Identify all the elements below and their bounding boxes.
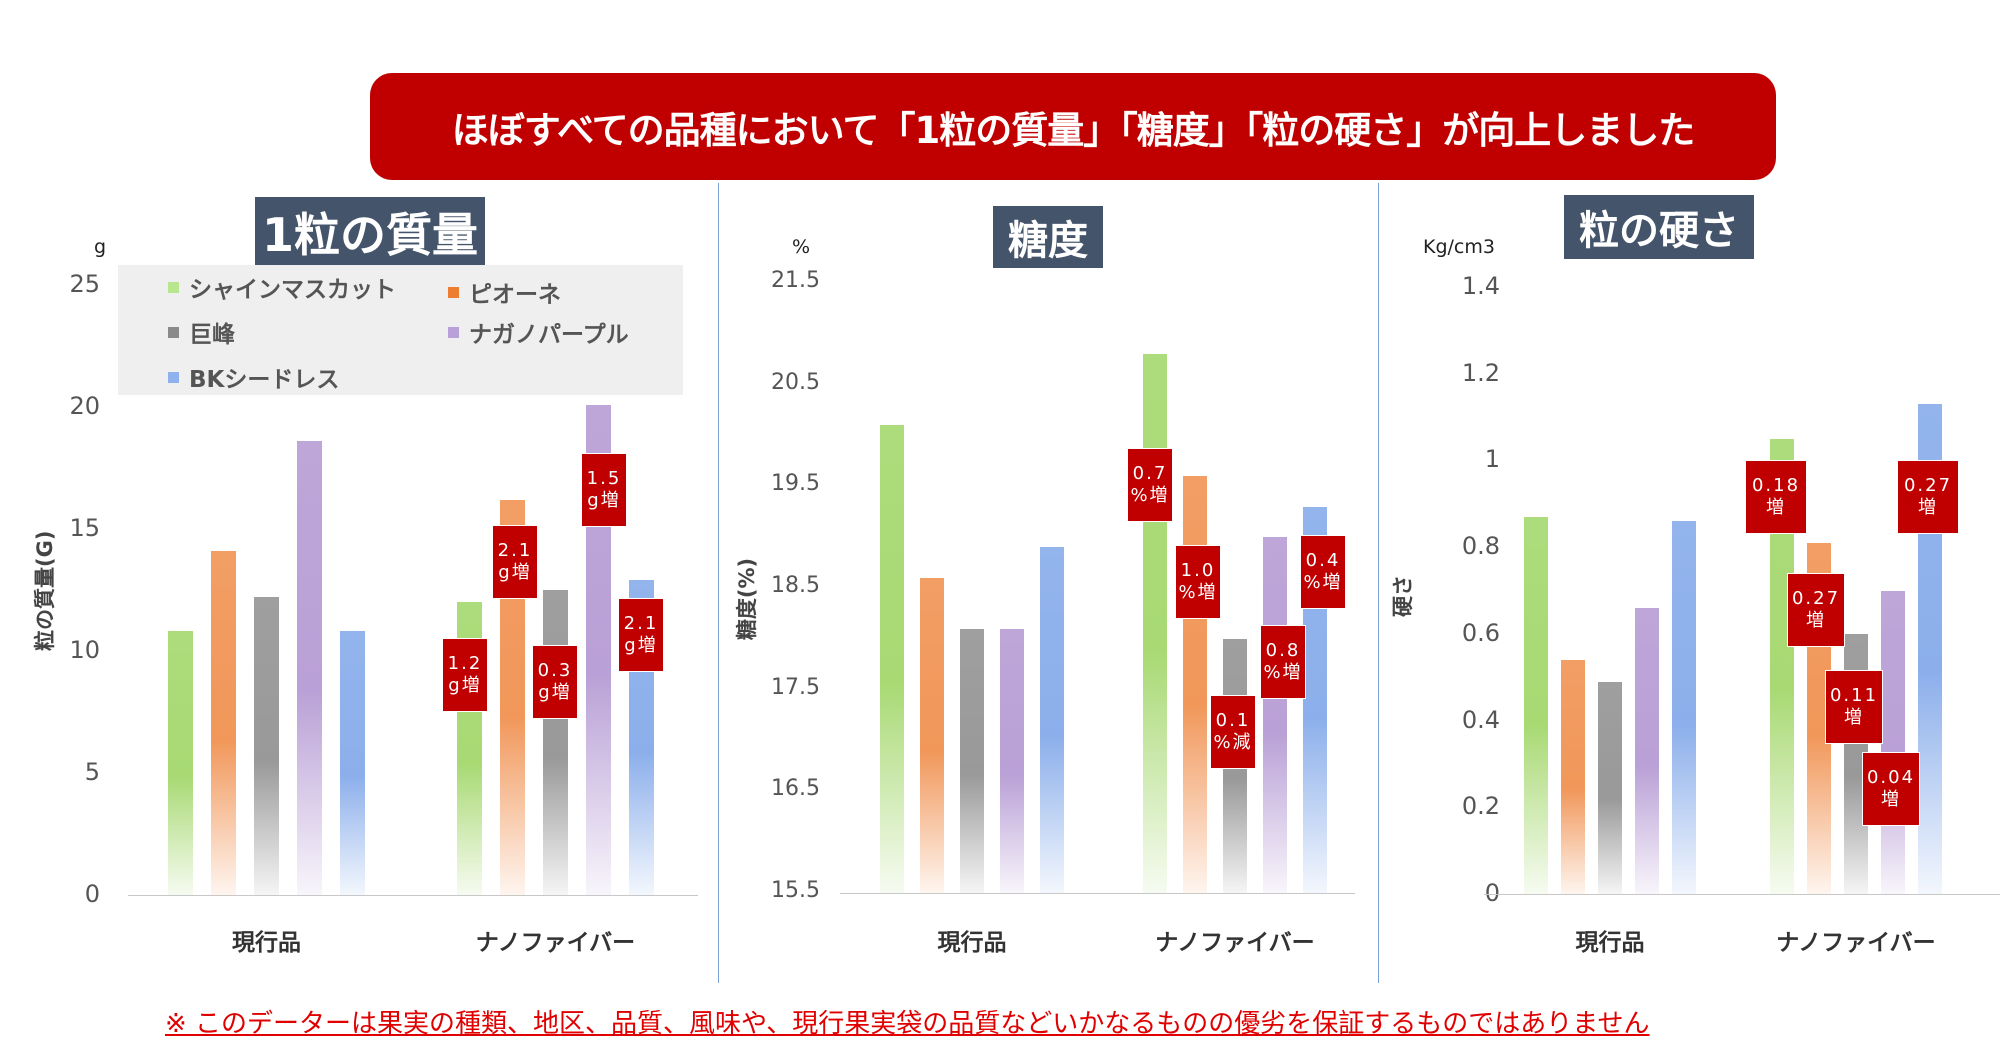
panel-divider-2	[1378, 183, 1379, 983]
chart-0-ytick: 10	[69, 636, 100, 664]
chart-1-bar-nagano	[1000, 628, 1024, 893]
legend-item-pione: ピオーネ	[448, 275, 561, 309]
legend-label-kyoho: 巨峰	[189, 322, 235, 348]
summary-banner: ほぼすべての品種において「1粒の質量」「糖度」「粒の硬さ」が向上しました	[370, 73, 1776, 180]
chart-0-change-callout: 1.5 g増	[581, 453, 627, 527]
legend-item-kyoho: 巨峰	[168, 315, 235, 349]
chart-1-unit: %	[792, 236, 811, 258]
panel-title-sugar: 糖度	[993, 206, 1103, 268]
chart-0-ytick: 0	[84, 880, 100, 908]
chart-2-bar-nagano	[1881, 590, 1905, 894]
legend-label-shine: シャインマスカット	[189, 277, 396, 303]
chart-2-ytick: 1.4	[1461, 272, 1500, 300]
chart-2-change-callout: 0.04 増	[1862, 752, 1920, 826]
chart-1-bar-shine	[880, 425, 904, 893]
chart-0-change-callout: 0.3 g増	[532, 645, 578, 719]
chart-0-change-callout: 1.2 g増	[442, 638, 488, 712]
chart-2-ytick: 0	[1484, 879, 1500, 907]
panel-title-mass: 1粒の質量	[255, 197, 485, 267]
chart-1-change-callout: 0.8 %増	[1260, 625, 1306, 699]
legend-swatch-bk	[168, 371, 179, 383]
legend: シャインマスカット ピオーネ 巨峰 ナガノパープル BKシードレス	[118, 265, 683, 395]
chart-1-bar-pione	[920, 577, 944, 893]
legend-swatch-nagano	[448, 326, 459, 338]
chart-0-unit: g	[94, 236, 107, 258]
chart-1-bar-nagano	[1263, 537, 1287, 893]
panel-title-hardness: 粒の硬さ	[1564, 195, 1754, 259]
legend-swatch-pione	[448, 286, 459, 298]
chart-0-ytick: 25	[69, 270, 100, 298]
chart-0-bar-bk	[340, 631, 365, 895]
legend-swatch-kyoho	[168, 326, 179, 338]
chart-2-bar-nagano	[1635, 607, 1659, 894]
chart-2-bar-bk	[1672, 521, 1696, 894]
legend-item-bk: BKシードレス	[168, 360, 339, 394]
chart-2-change-callout: 0.18 増	[1745, 460, 1807, 534]
chart-1-ytick: 19.5	[771, 471, 820, 497]
panel-divider-1	[718, 183, 719, 983]
legend-item-shine: シャインマスカット	[168, 270, 396, 304]
chart-0-bar-kyoho	[543, 590, 568, 895]
chart-1-bar-shine	[1143, 354, 1167, 893]
legend-label-bk: BKシードレス	[189, 367, 340, 393]
chart-1-change-callout: 1.0 %増	[1175, 545, 1221, 619]
chart-1-category-label: ナノファイバー	[1155, 930, 1315, 956]
chart-1-change-callout: 0.7 %増	[1127, 448, 1173, 522]
chart-2-ylabel: 硬さ	[1391, 575, 1415, 617]
chart-2-change-callout: 0.27 増	[1897, 460, 1959, 534]
disclaimer-footnote: ※ このデーターは果実の種類、地区、品質、風味や、現行果実袋の品質などいかなるも…	[165, 1009, 1650, 1039]
chart-0-category-label: 現行品	[232, 930, 301, 956]
chart-1-change-callout: 0.4 %増	[1300, 535, 1346, 609]
chart-1-ytick: 16.5	[771, 776, 820, 802]
chart-0-category-label: ナノファイバー	[475, 930, 636, 956]
chart-2-ytick: 1	[1484, 445, 1500, 474]
chart-2-category-label: 現行品	[1575, 930, 1645, 956]
chart-2-ytick: 0.2	[1461, 792, 1500, 821]
chart-1-ytick: 21.5	[771, 268, 820, 293]
chart-1-x-axis	[840, 893, 1355, 894]
legend-item-nagano: ナガノパープル	[448, 315, 629, 349]
chart-0-change-callout: 2.1 g増	[618, 598, 664, 672]
chart-2-category-label: ナノファイバー	[1776, 930, 1936, 956]
chart-2-x-axis	[1484, 894, 2000, 895]
chart-1-ytick: 15.5	[771, 878, 820, 903]
chart-0-ytick: 5	[84, 758, 100, 786]
chart-0-change-callout: 2.1 g増	[492, 525, 538, 599]
chart-1-bar-kyoho	[960, 628, 984, 893]
chart-1-bar-bk	[1040, 547, 1064, 893]
chart-2-bar-kyoho	[1598, 681, 1622, 894]
chart-0-ylabel: 粒の質量(G)	[33, 530, 57, 651]
chart-2-change-callout: 0.11 増	[1825, 670, 1883, 744]
legend-swatch-shine	[168, 281, 179, 293]
chart-0-x-axis	[128, 895, 698, 896]
chart-2-change-callout: 0.27 増	[1787, 573, 1845, 647]
chart-1-bar-pione	[1183, 476, 1207, 893]
chart-0-bar-pione	[211, 550, 236, 895]
chart-1-ytick: 17.5	[771, 674, 820, 700]
chart-2-ytick: 0.6	[1461, 618, 1500, 647]
chart-1-change-callout: 0.1 %減	[1210, 695, 1256, 769]
chart-2-ytick: 1.2	[1461, 358, 1500, 387]
chart-2-ytick: 0.4	[1461, 705, 1500, 734]
legend-label-nagano: ナガノパープル	[469, 322, 629, 348]
chart-1-ytick: 18.5	[771, 573, 820, 598]
chart-1-ytick: 20.5	[771, 369, 820, 395]
chart-0-ytick: 20	[69, 392, 100, 420]
chart-0-bar-shine	[168, 631, 193, 895]
chart-2-bar-pione	[1561, 659, 1585, 894]
chart-0-ytick: 15	[69, 514, 100, 542]
chart-0-bar-kyoho	[254, 597, 279, 895]
chart-1-category-label: 現行品	[937, 930, 1007, 956]
legend-label-pione: ピオーネ	[469, 282, 561, 308]
chart-2-unit: Kg/cm3	[1423, 236, 1495, 258]
chart-0-bar-nagano	[297, 441, 322, 895]
chart-1-ylabel: 糖度(%)	[735, 557, 759, 641]
chart-2-bar-shine	[1524, 516, 1548, 894]
chart-2-ytick: 0.8	[1461, 532, 1500, 561]
